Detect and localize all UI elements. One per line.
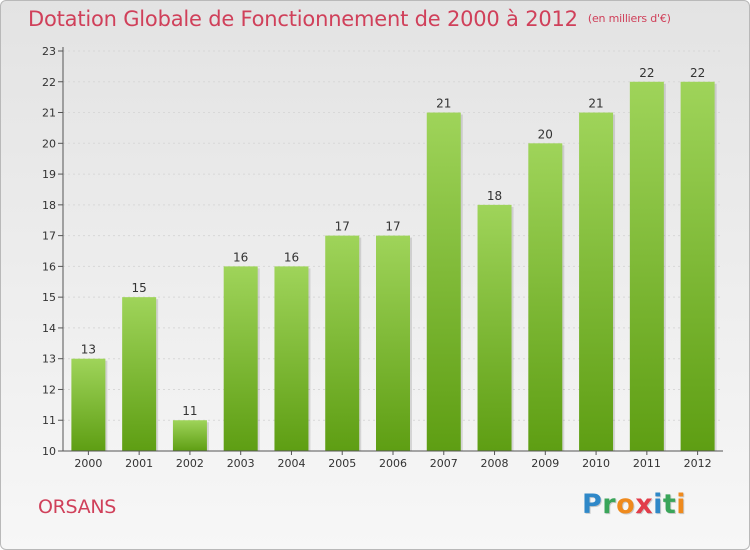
x-tick-label: 2008 xyxy=(481,457,509,470)
bar xyxy=(376,235,410,451)
bar xyxy=(71,358,106,451)
bar-value-label: 15 xyxy=(132,281,147,295)
x-tick-label: 2010 xyxy=(582,457,610,470)
x-tick-label: 2006 xyxy=(379,457,407,470)
x-tick-label: 2009 xyxy=(531,457,559,470)
bar xyxy=(274,266,309,451)
bar-value-label: 17 xyxy=(335,220,350,234)
proxiti-logo: Proxiti xyxy=(582,489,686,520)
bar-value-label: 16 xyxy=(284,250,299,264)
x-tick-label: 2000 xyxy=(74,457,102,470)
bar xyxy=(629,81,664,452)
bars: 13 15 11 16 16 17 17 21 18 20 21 22 22 xyxy=(71,66,717,452)
chart-title: Dotation Globale de Fonctionnement de 20… xyxy=(28,7,671,31)
chart-unit: (en milliers d'€) xyxy=(587,12,671,25)
y-tick-label: 21 xyxy=(42,107,56,120)
bar xyxy=(477,204,512,451)
bar xyxy=(426,112,461,452)
y-tick-label: 22 xyxy=(42,76,56,89)
bar xyxy=(528,143,563,452)
x-tick-label: 2007 xyxy=(430,457,458,470)
y-tick-label: 23 xyxy=(42,45,56,58)
bar-value-label: 21 xyxy=(436,97,451,111)
y-tick-label: 18 xyxy=(42,199,56,212)
logo-letter: P xyxy=(582,489,603,520)
bar xyxy=(122,297,157,451)
y-tick-label: 14 xyxy=(42,322,56,335)
logo-letter: i xyxy=(653,489,663,520)
bar-value-label: 21 xyxy=(588,97,603,111)
y-tick-label: 12 xyxy=(42,383,56,396)
x-tick-label: 2002 xyxy=(176,457,204,470)
x-tick-label: 2004 xyxy=(277,457,305,470)
bar-value-label: 22 xyxy=(639,66,654,80)
y-tick-label: 13 xyxy=(42,353,56,366)
logo-letter: o xyxy=(616,489,636,520)
chart-title-text: Dotation Globale de Fonctionnement de 20… xyxy=(28,7,578,31)
bar xyxy=(325,235,360,451)
x-tick-label: 2003 xyxy=(227,457,255,470)
bar-value-label: 16 xyxy=(233,250,248,264)
x-tick-label: 2001 xyxy=(125,457,153,470)
bar-value-label: 18 xyxy=(487,189,502,203)
logo-letter: r xyxy=(602,489,617,520)
commune-name: ORSANS xyxy=(38,496,117,518)
y-tick-label: 11 xyxy=(42,414,56,427)
bar-value-label: 20 xyxy=(538,127,553,141)
bar-value-label: 17 xyxy=(385,220,400,234)
bar xyxy=(223,266,258,451)
y-tick-label: 19 xyxy=(42,168,56,181)
bar-value-label: 13 xyxy=(81,343,96,357)
axes: 10 11 12 13 14 15 16 17 18 19 20 21 22 23 2000 2001 2002… xyxy=(42,45,723,470)
bar xyxy=(579,112,614,452)
bar-value-label: 22 xyxy=(690,66,705,80)
logo-letter: x xyxy=(635,489,654,520)
y-tick-label: 15 xyxy=(42,291,56,304)
x-tick-label: 2012 xyxy=(684,457,712,470)
x-tick-label: 2005 xyxy=(328,457,356,470)
logo-letter: t xyxy=(662,489,677,520)
logo-letter: i xyxy=(676,489,687,520)
y-tick-label: 20 xyxy=(42,137,56,150)
y-tick-label: 17 xyxy=(42,230,56,243)
bar xyxy=(680,81,715,452)
y-tick-label: 10 xyxy=(42,445,56,458)
y-tick-label: 16 xyxy=(42,260,56,273)
bar xyxy=(172,420,207,451)
bar-value-label: 11 xyxy=(182,404,197,418)
x-tick-label: 2011 xyxy=(633,457,661,470)
